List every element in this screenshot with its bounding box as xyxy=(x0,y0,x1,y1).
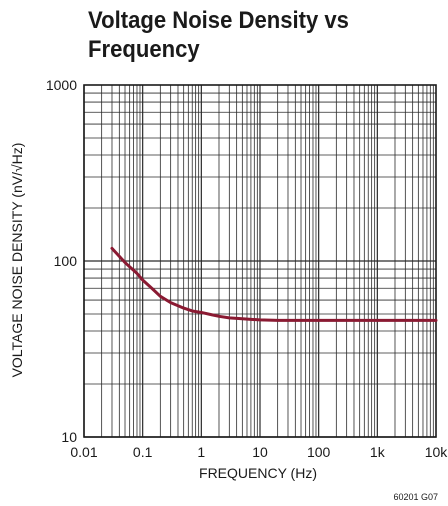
x-tick-label: 1 xyxy=(197,444,205,460)
x-tick-label: 1k xyxy=(370,444,386,460)
x-tick-label: 0.1 xyxy=(133,444,153,460)
y-tick-label: 1000 xyxy=(46,77,77,93)
y-tick-label: 10 xyxy=(61,429,77,445)
x-tick-label: 10k xyxy=(425,444,448,460)
y-axis-title: VOLTAGE NOISE DENSITY (nV/√Hz) xyxy=(9,143,25,378)
x-tick-label: 10 xyxy=(252,444,268,460)
x-tick-label: 0.01 xyxy=(70,444,97,460)
y-tick-labels: 10 100 1000 xyxy=(46,77,77,445)
x-tick-label: 100 xyxy=(307,444,331,460)
x-axis-title: FREQUENCY (Hz) xyxy=(199,465,317,481)
x-tick-labels: 0.01 0.1 1 10 100 1k 10k xyxy=(70,444,448,460)
figure-code: 60201 G07 xyxy=(393,492,438,502)
y-tick-label: 100 xyxy=(54,253,78,269)
